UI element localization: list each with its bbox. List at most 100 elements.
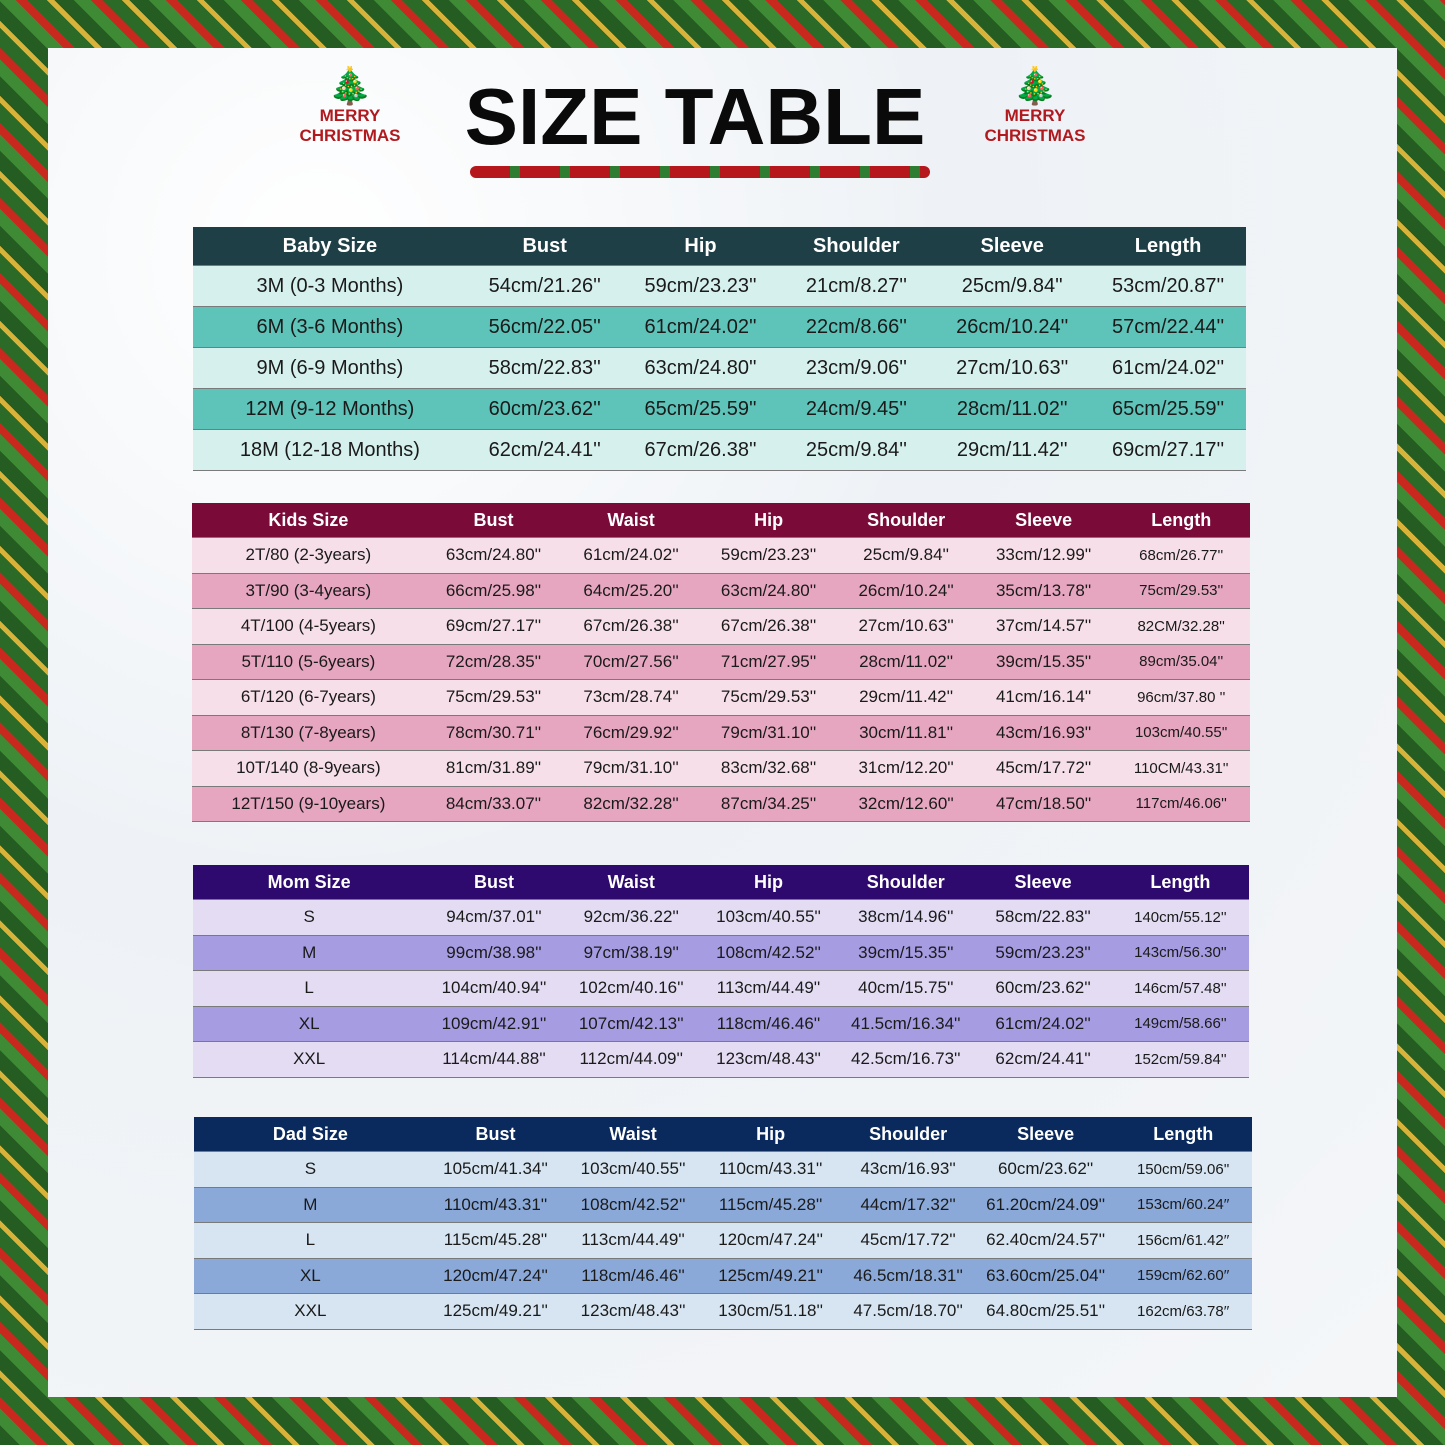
table-cell: 162cm/63.78′′ bbox=[1114, 1293, 1252, 1330]
table-cell: 58cm/22.83'' bbox=[466, 347, 623, 389]
table-cell: 63cm/24.80'' bbox=[424, 537, 563, 574]
column-header: Waist bbox=[562, 865, 700, 900]
table-cell: 25cm/9.84'' bbox=[778, 429, 935, 471]
column-header: Kids Size bbox=[192, 503, 425, 538]
table-row: 6M (3-6 Months) 56cm/22.05'' 61cm/24.02'' 2… bbox=[193, 306, 1246, 348]
header-row: Dad Size Bust Waist Hip Shoulder Sleeve Length bbox=[194, 1117, 1252, 1152]
column-header: Waist bbox=[564, 1117, 702, 1152]
column-header: Dad Size bbox=[194, 1117, 427, 1152]
table-cell: 4T/100 (4-5years) bbox=[192, 608, 425, 645]
table-cell: 71cm/27.95'' bbox=[699, 644, 838, 680]
table-cell: 68cm/26.77'' bbox=[1112, 537, 1250, 574]
christmas-tree-icon: 🎄 bbox=[327, 65, 373, 106]
table-cell: 41cm/16.14'' bbox=[974, 679, 1113, 716]
table-cell: 32cm/12.60'' bbox=[837, 786, 975, 822]
table-cell: 75cm/29.53'' bbox=[424, 679, 563, 716]
column-header: Baby Size bbox=[193, 227, 467, 266]
table-cell: 27cm/10.63'' bbox=[837, 608, 975, 645]
column-header: Shoulder bbox=[837, 865, 975, 900]
merry-christmas-logo-right: 🎄 MERRY CHRISTMAS bbox=[975, 66, 1095, 146]
table-cell: L bbox=[194, 1222, 427, 1259]
table-cell: 39cm/15.35'' bbox=[837, 935, 975, 971]
table-cell: 140cm/55.12'' bbox=[1111, 899, 1249, 936]
table-row: XXL 125cm/49.21'' 123cm/48.43'' 130cm/51.18… bbox=[194, 1293, 1252, 1330]
column-header: Bust bbox=[424, 503, 563, 538]
table-row: 4T/100 (4-5years) 69cm/27.17'' 67cm/26.38'… bbox=[192, 608, 1250, 645]
table-cell: 105cm/41.34'' bbox=[426, 1151, 565, 1188]
table-cell: 115cm/45.28'' bbox=[426, 1222, 565, 1259]
column-header: Bust bbox=[425, 865, 563, 900]
column-header: Sleeve bbox=[974, 503, 1113, 538]
table-cell: 123cm/48.43'' bbox=[699, 1041, 838, 1078]
table-cell: 53cm/20.87'' bbox=[1090, 265, 1246, 307]
table-cell: 45cm/17.72'' bbox=[974, 750, 1113, 787]
table-cell: 45cm/17.72'' bbox=[839, 1222, 977, 1259]
table-row: XL 120cm/47.24'' 118cm/46.46'' 125cm/49.21'… bbox=[194, 1258, 1252, 1294]
table-cell: 72cm/28.35'' bbox=[424, 644, 563, 680]
table-cell: 110cm/43.31'' bbox=[426, 1187, 565, 1223]
decorative-ribbon bbox=[470, 166, 930, 178]
logo-text-christmas: CHRISTMAS bbox=[299, 126, 401, 145]
table-row: 2T/80 (2-3years) 63cm/24.80'' 61cm/24.02''… bbox=[192, 537, 1250, 574]
table-cell: 30cm/11.81'' bbox=[837, 715, 975, 751]
table-cell: 63cm/24.80'' bbox=[622, 347, 779, 389]
column-header: Length bbox=[1090, 227, 1246, 266]
page-title: SIZE TABLE bbox=[464, 72, 926, 161]
table-row: 12M (9-12 Months) 60cm/23.62'' 65cm/25.59'… bbox=[193, 388, 1246, 430]
table-cell: 112cm/44.09'' bbox=[562, 1041, 700, 1078]
header-row: Mom Size Bust Waist Hip Shoulder Sleeve Length bbox=[193, 865, 1249, 900]
table-cell: 83cm/32.68'' bbox=[699, 750, 838, 787]
table-cell: 42.5cm/16.73'' bbox=[837, 1041, 975, 1078]
table-cell: 61cm/24.02'' bbox=[622, 306, 779, 348]
table-cell: 114cm/44.88'' bbox=[425, 1041, 563, 1078]
table-cell: 29cm/11.42'' bbox=[934, 429, 1091, 471]
table-cell: 6T/120 (6-7years) bbox=[192, 679, 425, 716]
table-cell: 54cm/21.26'' bbox=[466, 265, 623, 307]
table-cell: 6M (3-6 Months) bbox=[193, 306, 467, 348]
table-row: 8T/130 (7-8years) 78cm/30.71'' 76cm/29.92'… bbox=[192, 715, 1250, 751]
table-cell: 73cm/28.74'' bbox=[562, 679, 700, 716]
table-cell: 8T/130 (7-8years) bbox=[192, 715, 425, 751]
table-cell: 152cm/59.84'' bbox=[1111, 1041, 1249, 1078]
table-cell: 59cm/23.23'' bbox=[699, 537, 838, 574]
table-cell: 57cm/22.44'' bbox=[1090, 306, 1246, 348]
table-cell: 60cm/23.62'' bbox=[974, 970, 1112, 1007]
table-cell: 25cm/9.84'' bbox=[837, 537, 975, 574]
column-header: Length bbox=[1111, 865, 1249, 900]
table-cell: 104cm/40.94'' bbox=[425, 970, 563, 1007]
table-row: L 104cm/40.94'' 102cm/40.16'' 113cm/44.49''… bbox=[193, 970, 1249, 1007]
table-cell: 79cm/31.10'' bbox=[562, 750, 700, 787]
table-cell: 28cm/11.02'' bbox=[837, 644, 975, 680]
table-cell: 64cm/25.20'' bbox=[562, 573, 700, 609]
table-cell: 31cm/12.20'' bbox=[837, 750, 975, 787]
table-cell: 66cm/25.98'' bbox=[424, 573, 563, 609]
table-cell: 61cm/24.02'' bbox=[974, 1006, 1112, 1042]
table-cell: 65cm/25.59'' bbox=[1090, 388, 1246, 430]
table-cell: 110CM/43.31'' bbox=[1112, 750, 1250, 787]
table-cell: 123cm/48.43'' bbox=[564, 1293, 702, 1330]
table-cell: 96cm/37.80 '' bbox=[1112, 679, 1250, 716]
table-cell: 18M (12-18 Months) bbox=[193, 429, 467, 471]
table-cell: 12T/150 (9-10years) bbox=[192, 786, 425, 822]
column-header: Hip bbox=[699, 503, 838, 538]
table-cell: 120cm/47.24'' bbox=[426, 1258, 565, 1294]
table-cell: 113cm/44.49'' bbox=[564, 1222, 702, 1259]
column-header: Sleeve bbox=[974, 865, 1112, 900]
logo-text-merry: MERRY bbox=[319, 106, 381, 125]
table-row: S 105cm/41.34'' 103cm/40.55'' 110cm/43.31''… bbox=[194, 1151, 1252, 1188]
table-cell: 39cm/15.35'' bbox=[974, 644, 1113, 680]
table-cell: 63cm/24.80'' bbox=[699, 573, 838, 609]
table-cell: 103cm/40.55'' bbox=[564, 1151, 702, 1188]
header-row: Kids Size Bust Waist Hip Shoulder Sleeve Lengt… bbox=[192, 503, 1250, 538]
table-cell: 29cm/11.42'' bbox=[837, 679, 975, 716]
table-row: 5T/110 (5-6years) 72cm/28.35'' 70cm/27.56'… bbox=[192, 644, 1250, 680]
table-cell: 76cm/29.92'' bbox=[562, 715, 700, 751]
table-cell: 2T/80 (2-3years) bbox=[192, 537, 425, 574]
table-cell: 81cm/31.89'' bbox=[424, 750, 563, 787]
column-header: Hip bbox=[699, 865, 838, 900]
table-cell: 87cm/34.25'' bbox=[699, 786, 838, 822]
table-row: 6T/120 (6-7years) 75cm/29.53'' 73cm/28.74'… bbox=[192, 679, 1250, 716]
table-cell: 118cm/46.46'' bbox=[699, 1006, 838, 1042]
table-cell: 118cm/46.46'' bbox=[564, 1258, 702, 1294]
table-cell: 117cm/46.06'' bbox=[1112, 786, 1250, 822]
